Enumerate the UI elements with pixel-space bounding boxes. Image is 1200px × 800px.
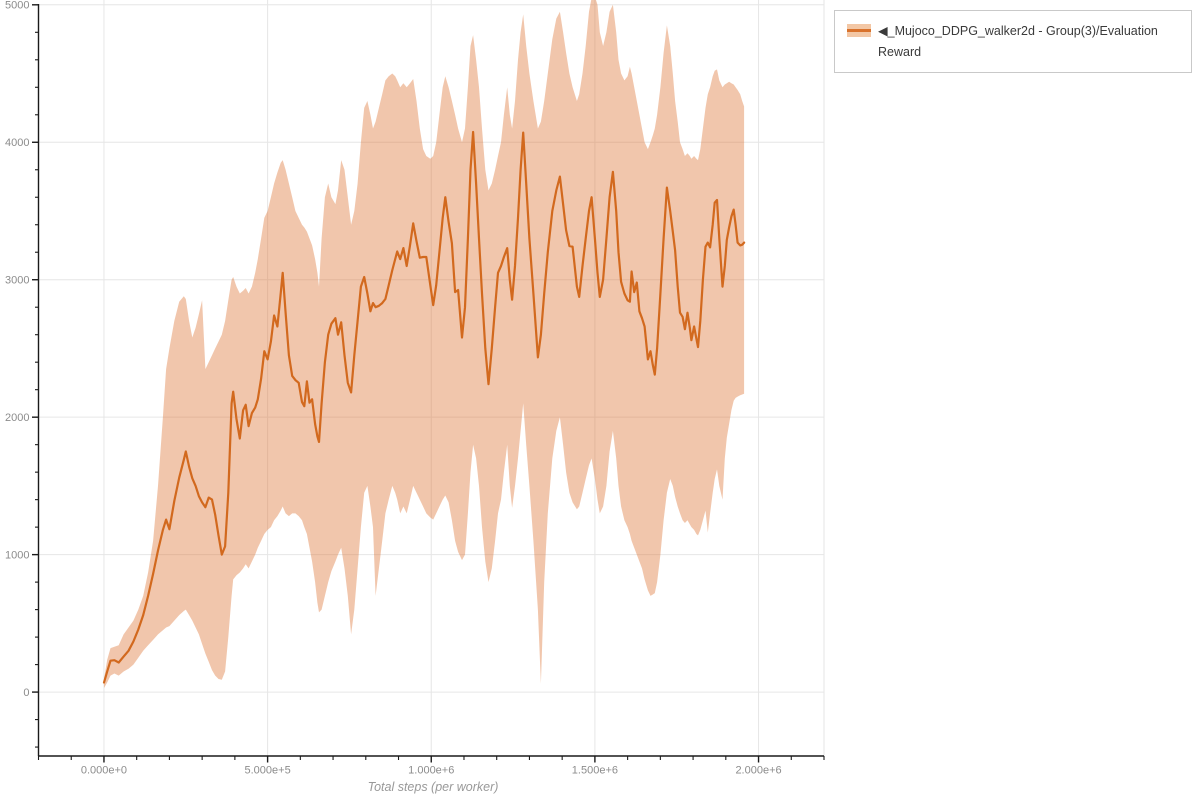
tick-labels: 0 1000 2000 3000 4000 5000 0.000e+0 5.000e+5 1.0…: [5, 0, 782, 777]
x-tick-label: 2.000e+6: [735, 765, 781, 777]
legend-item-label[interactable]: ◀_Mujoco_DDPG_walker2d - Group(3)/Evalua…: [878, 24, 1158, 59]
x-axis-title: Total steps (per worker): [368, 780, 499, 794]
axes: [32, 4, 825, 763]
y-tick-label: 5000: [5, 0, 29, 12]
y-tick-label: 1000: [5, 549, 29, 561]
legend-swatch-icon[interactable]: [847, 24, 871, 37]
x-tick-label: 1.500e+6: [572, 765, 618, 777]
y-tick-label: 0: [23, 687, 29, 699]
legend-swatch-line-icon: [847, 29, 871, 32]
y-tick-label: 4000: [5, 137, 29, 149]
gridlines: [38, 0, 825, 756]
y-tick-label: 3000: [5, 275, 29, 287]
legend-box: ◀_Mujoco_DDPG_walker2d - Group(3)/Evalua…: [834, 10, 1192, 74]
x-tick-label: 1.000e+6: [408, 765, 454, 777]
x-tick-label: 5.000e+5: [245, 765, 291, 777]
x-tick-label: 0.000e+0: [81, 765, 127, 777]
series-mujoco-ddpg-walker2d: [102, 0, 746, 688]
y-tick-label: 2000: [5, 412, 29, 424]
